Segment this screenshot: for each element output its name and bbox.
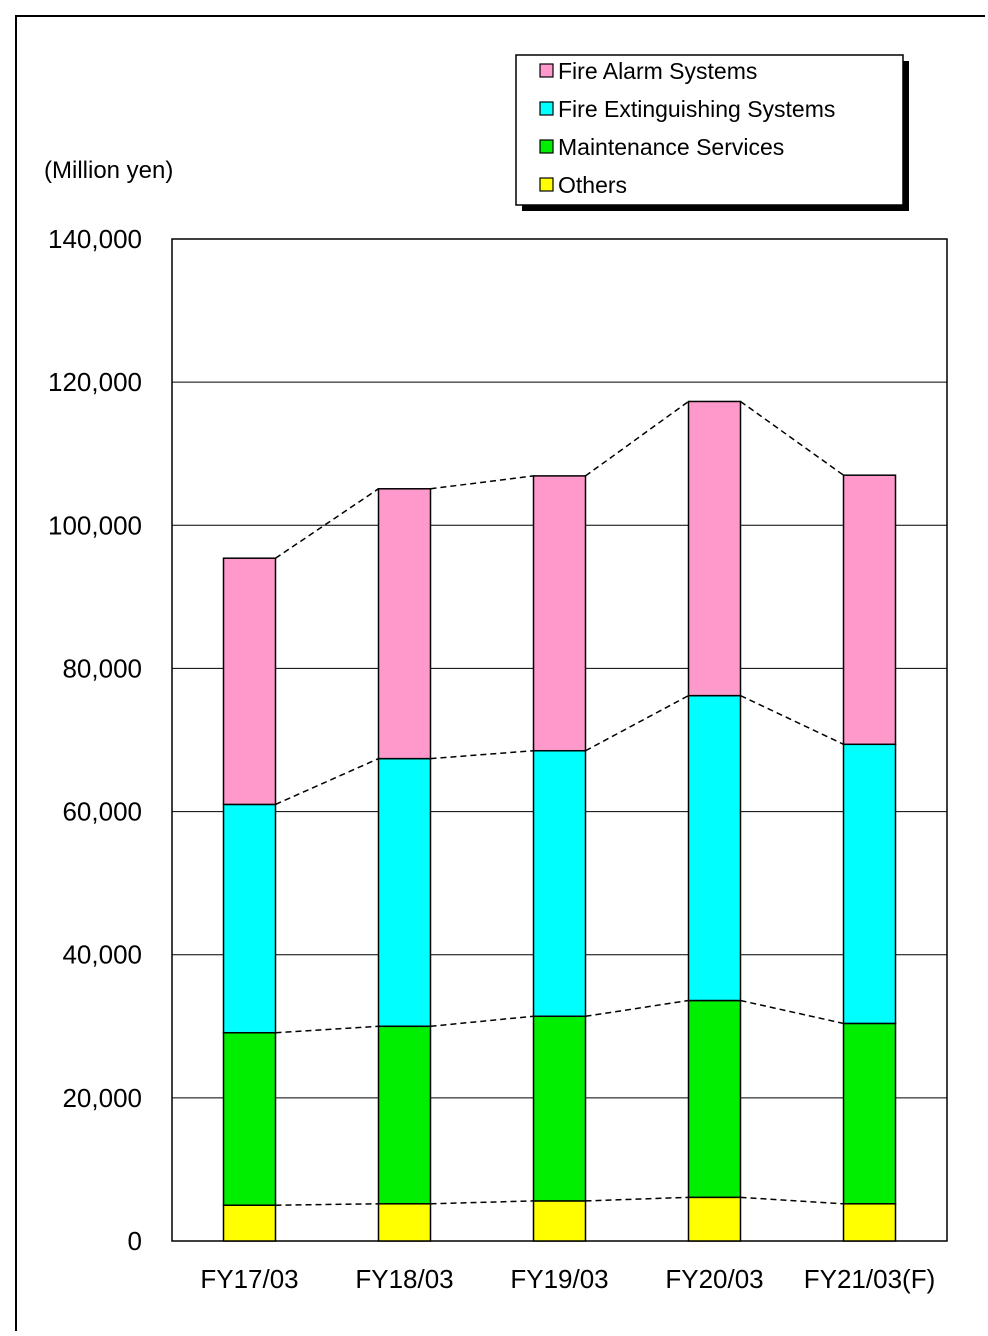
y-tick-label: 100,000: [48, 510, 142, 540]
series-connector-line: [275, 1025, 379, 1034]
series-connector-line: [740, 999, 844, 1025]
bar-segment: [687, 1196, 742, 1242]
series-connector-line: [585, 1196, 689, 1202]
bar-segment: [377, 1203, 432, 1242]
bar-segment: [377, 757, 432, 1028]
bar-segment: [842, 743, 897, 1025]
y-tick-label: 60,000: [62, 797, 142, 827]
x-category-label: FY21/03(F): [804, 1264, 936, 1294]
bar-segment: [687, 694, 742, 1002]
bar-segment: [532, 1015, 587, 1202]
legend-swatch: [539, 177, 554, 192]
series-connector-line: [585, 999, 689, 1018]
series-connector-line: [275, 1203, 379, 1206]
legend-label: Maintenance Services: [558, 134, 784, 160]
y-tick-label: 40,000: [62, 940, 142, 970]
bar-segment: [687, 999, 742, 1199]
bar-segment: [377, 488, 432, 760]
x-category-label: FY19/03: [510, 1264, 608, 1294]
bar-segment: [687, 400, 742, 697]
series-connector-line: [585, 400, 689, 477]
series-connector-line: [740, 694, 844, 745]
bar-segment: [842, 474, 897, 746]
legend-swatch: [539, 139, 554, 154]
y-axis-ticks: 0 20,000 40,000 60,000 80,000 100,000 120,000 1…: [48, 224, 142, 1256]
bar-segment: [532, 475, 587, 752]
legend-label: Fire Alarm Systems: [558, 58, 757, 84]
bar-segment: [377, 1025, 432, 1205]
series-connector-line: [275, 488, 379, 559]
bar-segment: [222, 1031, 277, 1206]
bar-segment: [222, 1204, 277, 1242]
series-connector-line: [430, 1015, 534, 1028]
x-axis-categories: FY17/03 FY18/03 FY19/03 FY20/03 FY21/03(F): [200, 1264, 935, 1294]
legend-label: Others: [558, 172, 627, 198]
legend-swatch: [539, 63, 554, 78]
legend-label: Fire Extinguishing Systems: [558, 96, 835, 122]
series-connector-line: [740, 1196, 844, 1205]
series-connector-line: [430, 749, 534, 760]
bar-segment: [222, 803, 277, 1034]
y-axis-label: (Million yen): [44, 157, 173, 184]
legend: Fire Alarm Systems Fire Extinguishing Sys…: [515, 54, 909, 211]
x-category-label: FY17/03: [200, 1264, 298, 1294]
y-tick-label: 140,000: [48, 224, 142, 254]
series-connector-line: [585, 694, 689, 752]
bar-segment: [532, 749, 587, 1018]
connector-lines: [275, 400, 844, 1206]
series-connector-line: [275, 757, 379, 806]
y-tick-label: 20,000: [62, 1083, 142, 1113]
series-connector-line: [430, 1200, 534, 1205]
x-category-label: FY20/03: [665, 1264, 763, 1294]
y-tick-label: 0: [128, 1226, 142, 1256]
series-connector-line: [740, 400, 844, 476]
series-connector-line: [430, 475, 534, 490]
chart-frame: [15, 15, 985, 1331]
bar-segment: [842, 1203, 897, 1242]
legend-swatch: [539, 101, 554, 116]
y-tick-label: 80,000: [62, 653, 142, 683]
bar-segment: [532, 1200, 587, 1242]
bar-segment: [222, 557, 277, 806]
bar-segment: [842, 1022, 897, 1205]
x-category-label: FY18/03: [355, 1264, 453, 1294]
y-tick-label: 120,000: [48, 367, 142, 397]
bars-layer: [222, 400, 897, 1242]
